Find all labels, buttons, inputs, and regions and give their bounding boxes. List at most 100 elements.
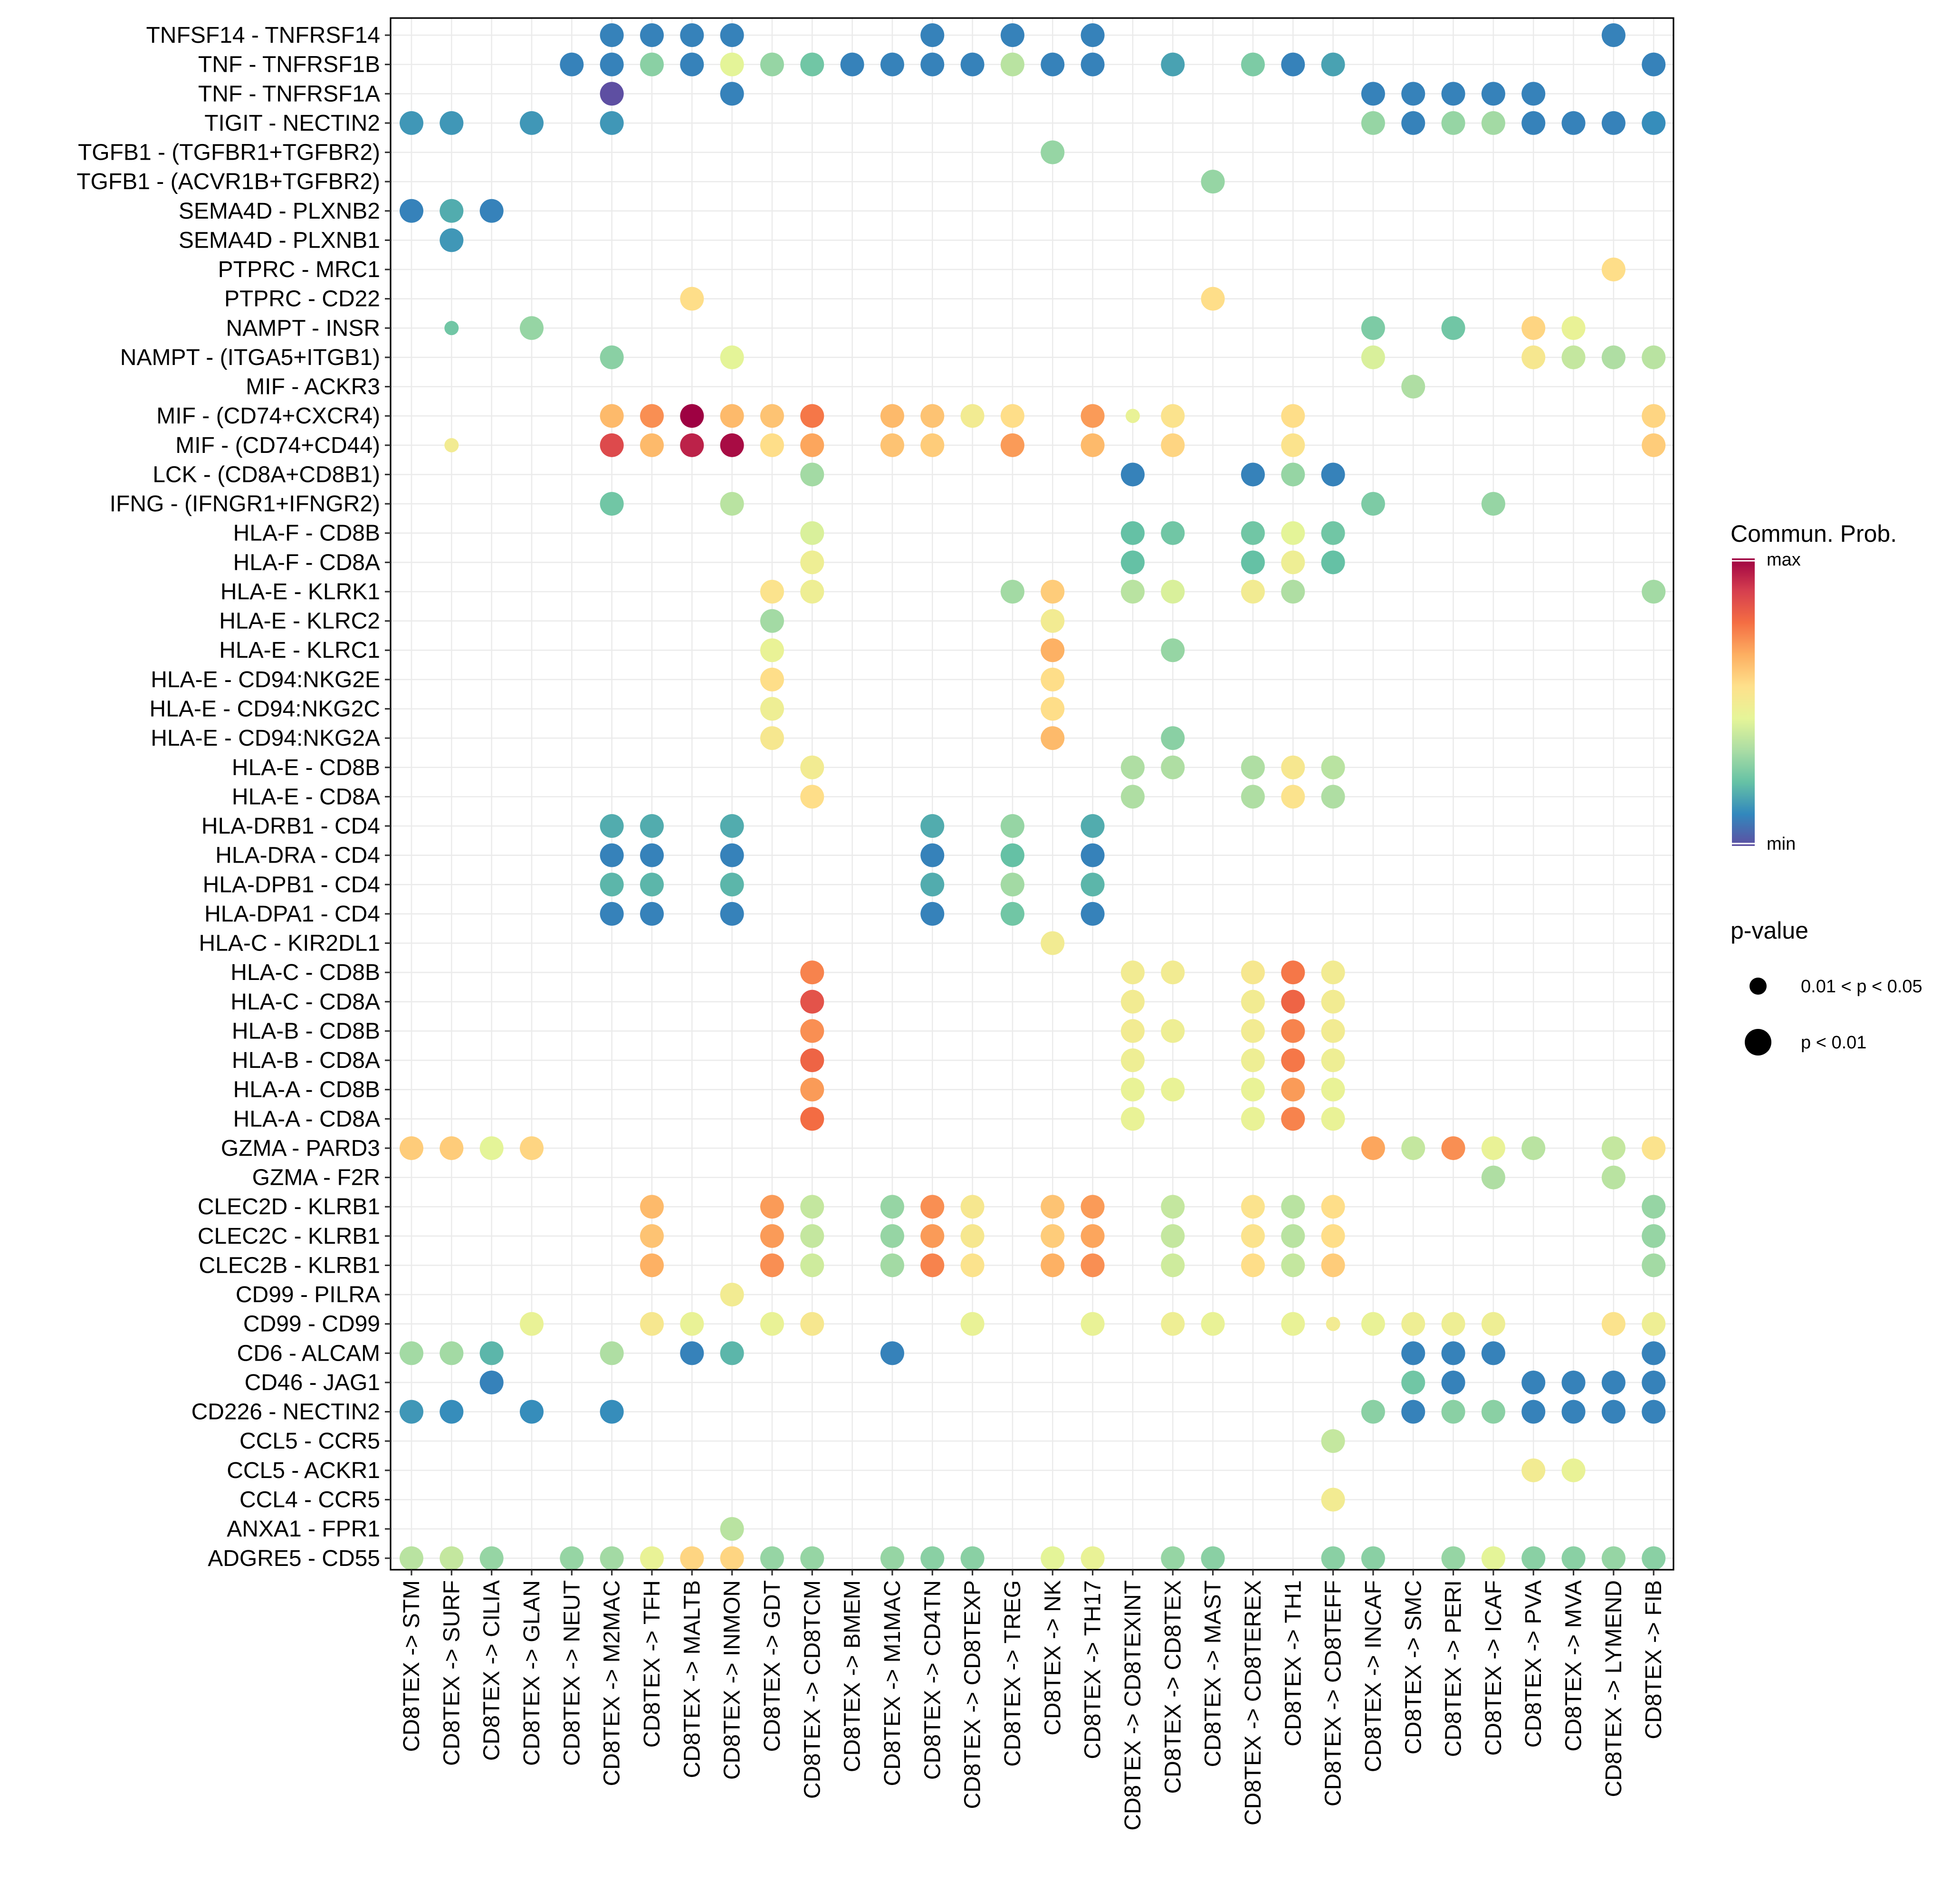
data-point [960, 1253, 985, 1277]
data-point [440, 1400, 464, 1424]
y-tick-label: HLA-F - CD8B [233, 521, 380, 546]
data-point [1601, 1312, 1625, 1336]
data-point [760, 609, 784, 633]
x-tick-label: CD8TEX -> TREG [1000, 1580, 1025, 1767]
y-tick-label: ADGRE5 - CD55 [208, 1546, 380, 1571]
x-tick-label: CD8TEX -> TH17 [1080, 1580, 1106, 1759]
data-point [1441, 1370, 1465, 1394]
data-point [720, 82, 744, 106]
data-point [1120, 462, 1145, 487]
data-point [920, 23, 945, 47]
data-point [1241, 960, 1265, 985]
colorbar-title: Commun. Prob. [1731, 520, 1897, 547]
data-point [720, 52, 744, 77]
y-tick-label: HLA-B - CD8A [232, 1048, 380, 1073]
data-point [880, 52, 904, 77]
y-tick-label: TGFB1 - (TGFBR1+TGFBR2) [78, 140, 380, 165]
data-point [440, 111, 464, 135]
data-point [1281, 1312, 1305, 1336]
data-point [800, 1019, 824, 1043]
data-point [519, 1400, 544, 1424]
data-point [720, 404, 744, 428]
data-point [800, 1107, 824, 1131]
data-point [1321, 1195, 1345, 1219]
data-point [720, 433, 744, 457]
data-point [1080, 814, 1105, 838]
data-point [1481, 1165, 1505, 1190]
data-point [1281, 1195, 1305, 1219]
data-point [1241, 1224, 1265, 1248]
data-point [1642, 404, 1666, 428]
x-tick-label: CD8TEX -> INMON [720, 1580, 745, 1780]
data-point [1601, 1370, 1625, 1394]
x-tick-label: CD8TEX -> ICAF [1481, 1580, 1506, 1756]
y-tick-label: HLA-E - CD94:NKG2C [150, 696, 380, 721]
data-point [920, 404, 945, 428]
data-point [1321, 1429, 1345, 1453]
y-tick-label: TNF - TNFRSF1A [198, 81, 380, 106]
data-point [800, 52, 824, 77]
data-point [680, 52, 704, 77]
data-point [440, 1341, 464, 1365]
data-point [1120, 579, 1145, 604]
data-point [1120, 960, 1145, 985]
x-tick-label: CD8TEX -> CD8TEXINT [1120, 1580, 1146, 1831]
x-tick-label: CD8TEX -> M2MAC [600, 1580, 625, 1786]
data-point [1321, 1488, 1345, 1512]
data-point [1161, 433, 1185, 457]
data-point [1000, 23, 1024, 47]
data-point [1281, 433, 1305, 457]
data-point [720, 1341, 744, 1365]
x-tick-label: CD8TEX -> CD8TEFF [1321, 1580, 1346, 1806]
data-point [1601, 1165, 1625, 1190]
data-point [1161, 726, 1185, 750]
data-point [1041, 697, 1065, 721]
data-point [560, 52, 584, 77]
data-point [1281, 1253, 1305, 1277]
data-point [1080, 873, 1105, 897]
data-point [1125, 409, 1140, 423]
x-tick-label: CD8TEX -> LYMEND [1601, 1580, 1626, 1797]
data-point [1401, 374, 1425, 399]
y-tick-label: CCL5 - CCR5 [239, 1429, 380, 1454]
data-point [1120, 1107, 1145, 1131]
pvalue-legend-small-dot [1750, 978, 1767, 995]
y-tick-label: TGFB1 - (ACVR1B+TGFBR2) [76, 169, 380, 194]
x-tick-label: CD8TEX -> SMC [1401, 1580, 1426, 1755]
data-point [720, 843, 744, 867]
data-point [880, 1195, 904, 1219]
data-point [600, 1341, 624, 1365]
data-point [1401, 1400, 1425, 1424]
x-tick-label: CD8TEX -> CD8TEREX [1241, 1580, 1266, 1825]
data-point [1521, 1370, 1546, 1394]
y-tick-label: HLA-C - KIR2DL1 [199, 931, 380, 956]
y-tick-label: HLA-DRB1 - CD4 [201, 814, 380, 839]
data-point [640, 814, 664, 838]
data-point [1161, 1077, 1185, 1102]
data-point [519, 111, 544, 135]
colorbar-legend: Commun. Prob. max min [1731, 520, 1897, 854]
data-point [1561, 345, 1586, 369]
data-point [760, 697, 784, 721]
data-point [479, 199, 504, 223]
data-point [1161, 1195, 1185, 1219]
data-point [1161, 579, 1185, 604]
y-tick-label: IFNG - (IFNGR1+IFNGR2) [110, 491, 380, 517]
y-tick-label: GZMA - PARD3 [221, 1136, 380, 1161]
x-tick-label: CD8TEX -> CD8TEX [1160, 1580, 1186, 1794]
data-point [1281, 52, 1305, 77]
x-tick-label: CD8TEX -> PVA [1521, 1580, 1546, 1748]
y-tick-label: HLA-E - CD94:NKG2A [151, 726, 380, 751]
y-tick-label: SEMA4D - PLXNB2 [179, 199, 380, 224]
pvalue-legend-small-label: 0.01 < p < 0.05 [1801, 977, 1922, 997]
data-point [760, 667, 784, 691]
y-tick-label: HLA-E - KLRC1 [219, 638, 380, 663]
data-point [1000, 579, 1024, 604]
data-point [1361, 111, 1385, 135]
data-point [1201, 1546, 1225, 1570]
data-point [1321, 989, 1345, 1014]
data-point [1241, 755, 1265, 779]
data-point [1321, 1019, 1345, 1043]
data-point [1441, 1546, 1465, 1570]
data-point [1521, 82, 1546, 106]
